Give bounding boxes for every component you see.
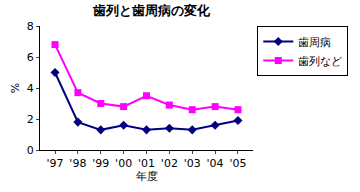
svg-text:8: 8 — [27, 20, 34, 33]
svg-text:'02: '02 — [161, 157, 178, 170]
svg-text:'99: '99 — [92, 157, 109, 170]
svg-text:'05: '05 — [229, 157, 246, 170]
svg-text:歯列と歯周病の変化: 歯列と歯周病の変化 — [92, 3, 211, 18]
svg-text:'98: '98 — [69, 157, 86, 170]
svg-text:0: 0 — [27, 144, 34, 157]
svg-text:'03: '03 — [184, 157, 201, 170]
svg-text:'00: '00 — [115, 157, 132, 170]
svg-text:2: 2 — [27, 113, 34, 126]
svg-text:'04: '04 — [207, 157, 224, 170]
svg-text:4: 4 — [27, 82, 34, 95]
svg-text:6: 6 — [27, 51, 34, 64]
svg-text:歯列など: 歯列など — [298, 55, 342, 68]
svg-text:'97: '97 — [47, 157, 64, 170]
svg-text:'01: '01 — [138, 157, 155, 170]
svg-text:年度: 年度 — [136, 170, 158, 183]
svg-text:%: % — [9, 83, 22, 93]
svg-text:歯周病: 歯周病 — [298, 36, 331, 49]
